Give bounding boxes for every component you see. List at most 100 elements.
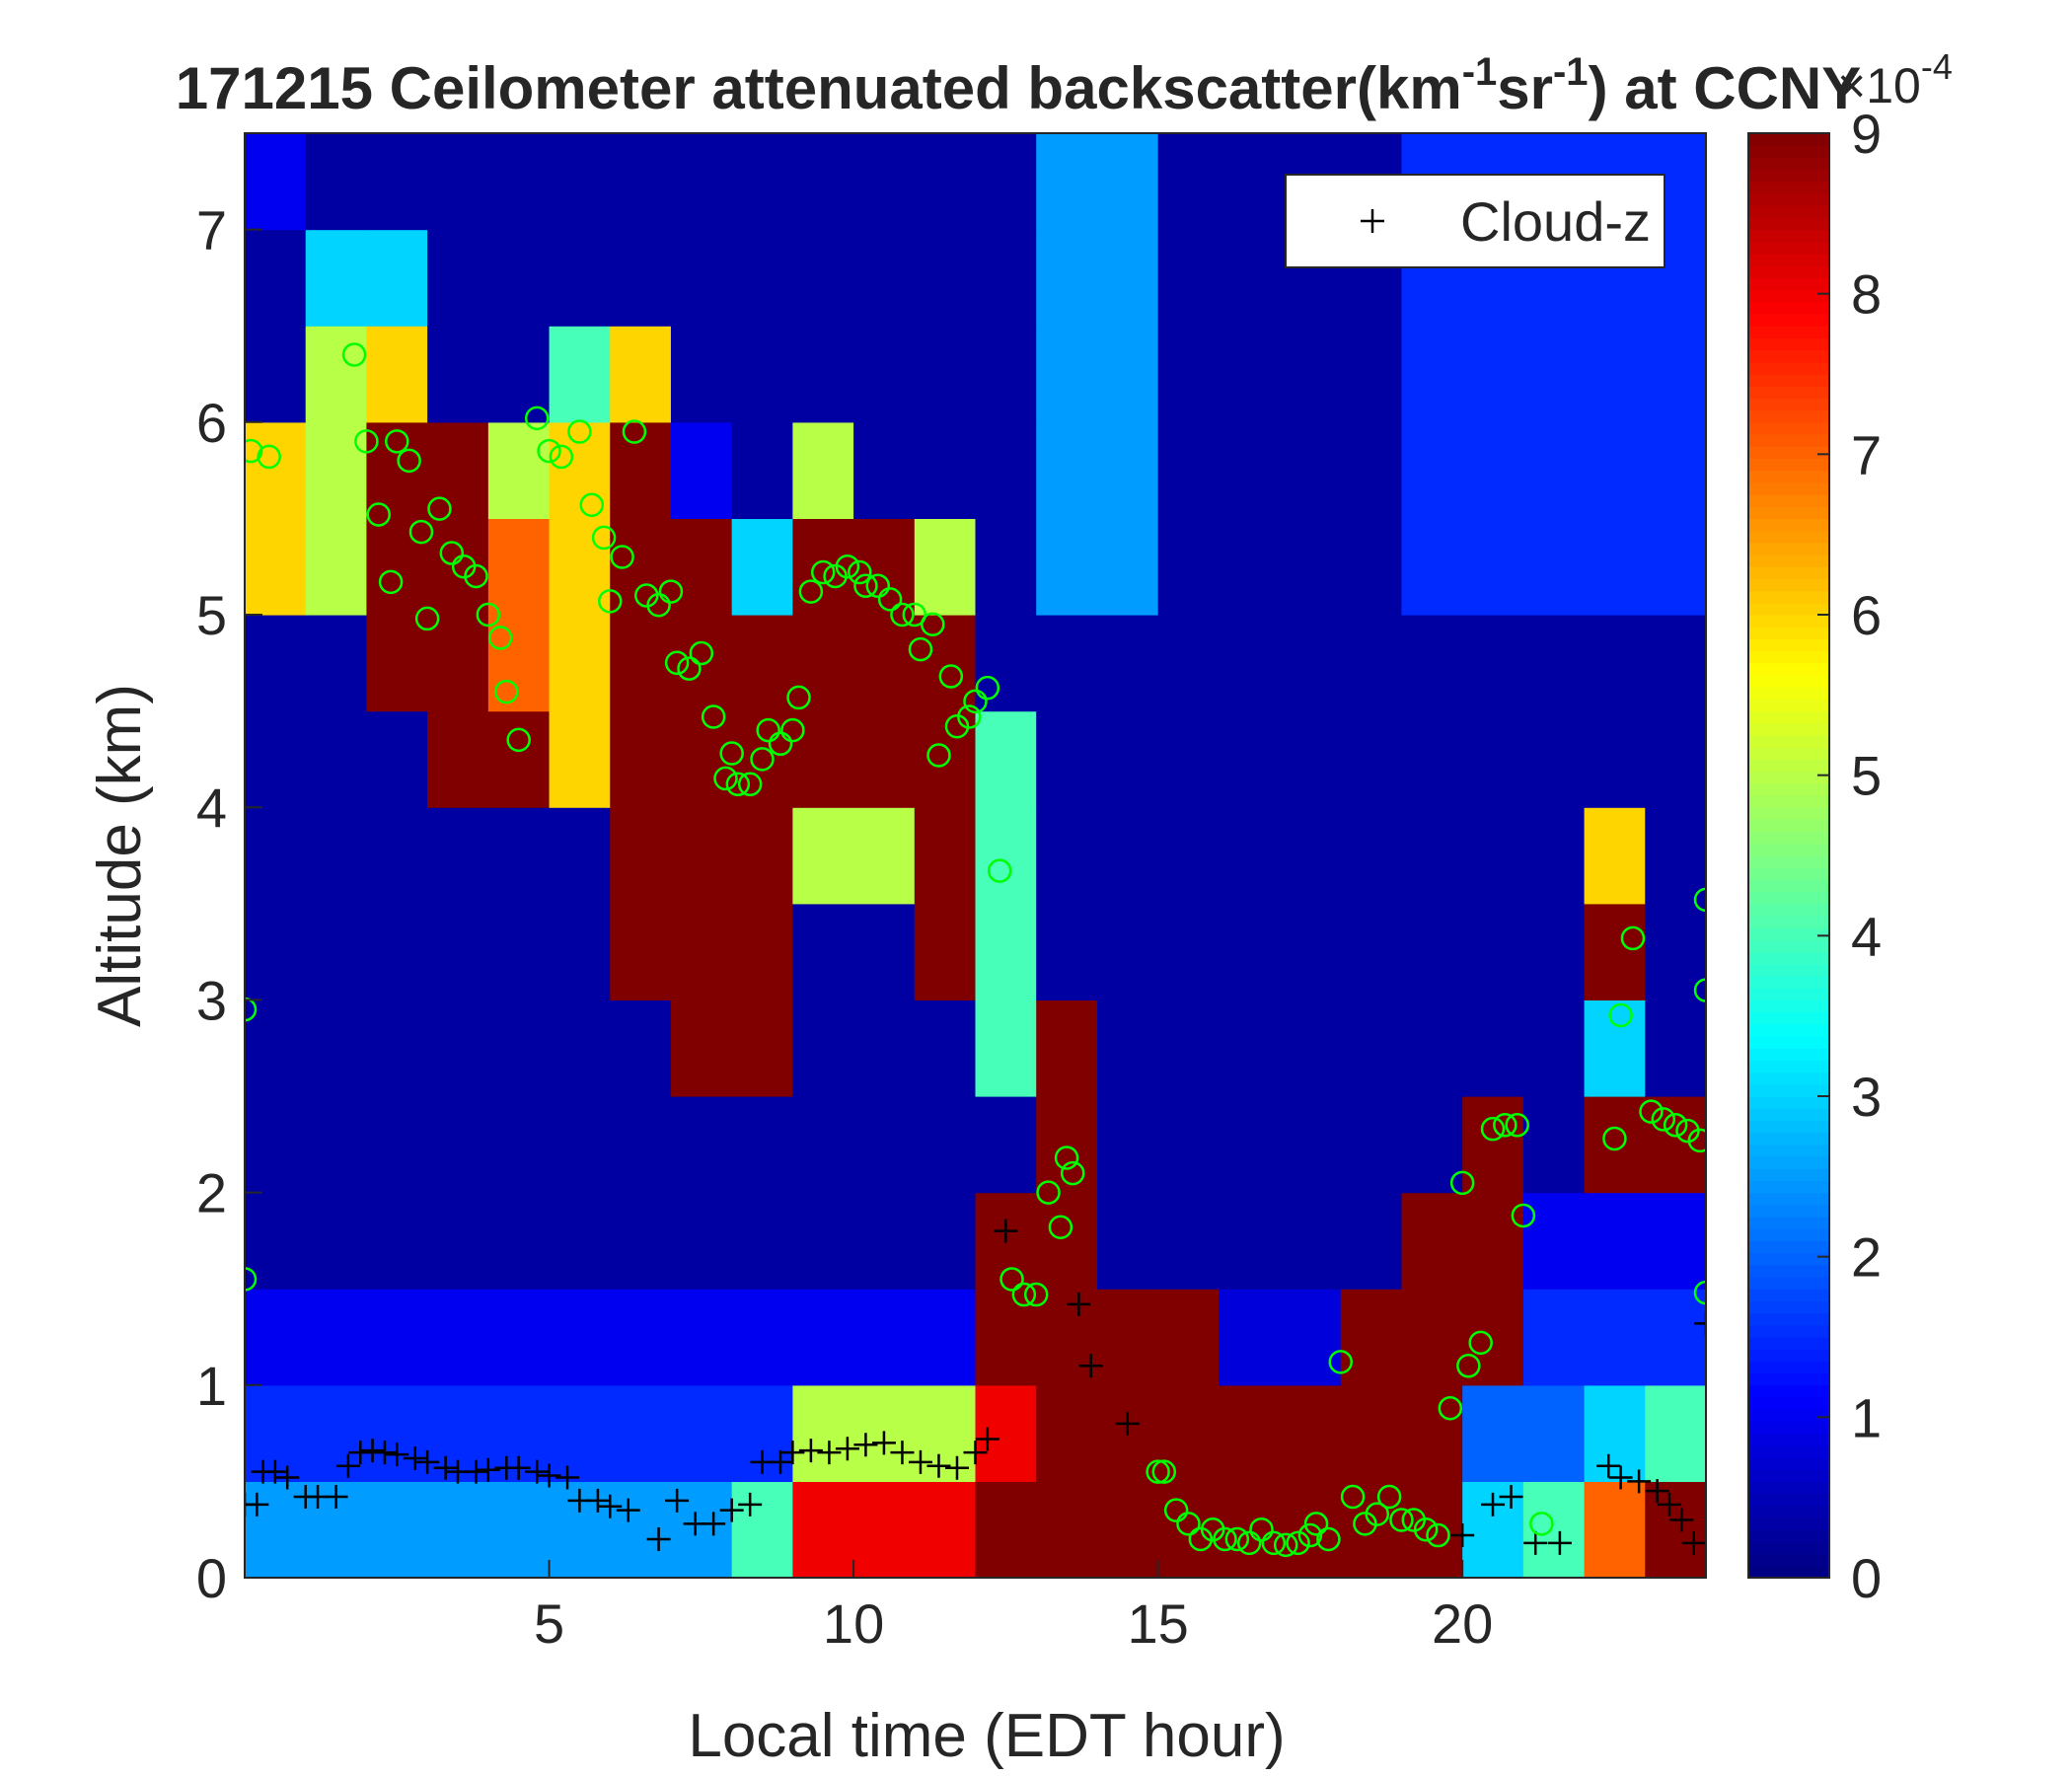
colorbar-swatch (1748, 988, 1829, 1000)
axes: 5 10 15 20 0 1 2 3 4 5 6 7 0 1 2 3 4 5 6 7 8 9×10-4 Cloud-z (196, 46, 1953, 1655)
heat-cell (427, 1096, 489, 1194)
heat-cell (427, 710, 489, 808)
colorbar-swatch (1748, 337, 1829, 351)
circle-marker (378, 569, 404, 595)
circle-marker (963, 689, 988, 714)
colorbar-swatch (1748, 314, 1829, 327)
y-tick-label: 1 (196, 1355, 227, 1417)
heat-cell (1280, 421, 1342, 519)
heat-cell (610, 1481, 672, 1578)
colorbar-swatch (1748, 1529, 1829, 1542)
heat-cell (1096, 1481, 1159, 1578)
cloud-z-marker (262, 1459, 287, 1484)
cloud-z-marker (908, 1449, 932, 1474)
circle-marker (414, 606, 440, 631)
heat-cell (427, 326, 489, 423)
cloud-z-marker (1645, 1479, 1669, 1504)
heat-cell (1462, 807, 1524, 905)
colorbar-swatch (1748, 301, 1829, 315)
heat-cell (1096, 807, 1159, 905)
colorbar-swatch (1748, 518, 1829, 532)
heat-cell (1157, 518, 1220, 616)
heat-cell (1280, 1289, 1342, 1386)
cloud-z-marker (780, 1441, 805, 1465)
colorbar-swatch (1748, 349, 1829, 363)
colorbar-swatch (1748, 265, 1829, 278)
heat-cell (1340, 807, 1403, 905)
heat-cell (1645, 1096, 1706, 1194)
heat-cell (1462, 326, 1524, 423)
heat-cell (427, 133, 489, 231)
circle-marker (908, 636, 933, 662)
heat-cell (1280, 903, 1342, 1000)
heat-cell (914, 1192, 977, 1290)
cloud-z-marker (525, 1459, 550, 1484)
y-axis-label: Altitude (km) (86, 684, 154, 1027)
heat-cell (1645, 326, 1706, 423)
cloud-z-marker (1523, 1530, 1548, 1555)
colorbar-swatch (1748, 1361, 1829, 1374)
heat-cell (610, 1192, 672, 1290)
heat-cell (487, 1289, 551, 1386)
cloud-z-marker (665, 1488, 690, 1513)
circle-marker (877, 587, 903, 612)
circle-marker (1273, 1532, 1298, 1558)
heat-cell (792, 1289, 854, 1386)
heat-cell (1645, 999, 1706, 1097)
cloud-z-marker (853, 1433, 878, 1457)
title-part: sr (1497, 55, 1553, 121)
colorbar-tick-label: 6 (1851, 584, 1882, 646)
colorbar-swatch (1748, 1096, 1829, 1109)
circle-marker (1449, 1170, 1475, 1196)
circle-marker (245, 438, 263, 464)
colorbar-swatch (1748, 615, 1829, 628)
heat-cell (1219, 421, 1281, 519)
heat-cell (792, 421, 854, 519)
heat-cell (731, 326, 793, 423)
heat-cell (1036, 615, 1098, 712)
heat-cell (1522, 518, 1586, 616)
circle-marker (1224, 1526, 1250, 1552)
heat-cell (914, 1481, 977, 1578)
colorbar-swatch (1748, 1252, 1829, 1266)
heat-cell (305, 229, 368, 327)
legend-marker (1361, 209, 1384, 233)
colorbar-swatch (1748, 795, 1829, 808)
colorbar-swatch (1748, 217, 1829, 231)
circle-marker (756, 717, 780, 743)
circle-marker (549, 444, 574, 470)
colorbar-swatch (1748, 145, 1829, 158)
colorbar-swatch (1748, 1349, 1829, 1362)
heat-cell (792, 615, 854, 712)
colorbar-swatch (1748, 927, 1829, 940)
cloud-z-marker (769, 1449, 793, 1474)
heat-cell (610, 421, 672, 519)
heat-cell (245, 999, 307, 1097)
circle-marker (890, 602, 915, 628)
circle-marker (567, 419, 592, 444)
heat-cell (1645, 1384, 1706, 1482)
colorbar-swatch (1748, 963, 1829, 977)
cloud-z-marker (817, 1441, 842, 1465)
colorbar-swatch (1748, 1217, 1829, 1229)
heat-cell (975, 229, 1037, 327)
colorbar-swatch (1748, 1289, 1829, 1301)
heat-cell (1096, 1289, 1159, 1386)
circle-marker (999, 1267, 1024, 1292)
heat-cell (1096, 421, 1159, 519)
heat-cell (975, 807, 1037, 905)
colorbar-swatch (1748, 976, 1829, 989)
colorbar-swatch (1748, 1120, 1829, 1134)
heat-cell (610, 229, 672, 327)
cloud-z-marker (1499, 1485, 1523, 1510)
heat-cell (975, 999, 1037, 1097)
colorbar-swatch (1748, 1553, 1829, 1567)
cloud-z-marker (348, 1441, 373, 1465)
heat-cell (1157, 903, 1220, 1000)
colorbar-tick-label: 7 (1851, 423, 1882, 485)
circle-marker (1468, 1330, 1493, 1356)
cloud-z-marker (1627, 1469, 1652, 1494)
exponent-superscript: -4 (1921, 46, 1953, 87)
heat-cell (1340, 518, 1403, 616)
x-tick-label: 5 (534, 1592, 564, 1655)
